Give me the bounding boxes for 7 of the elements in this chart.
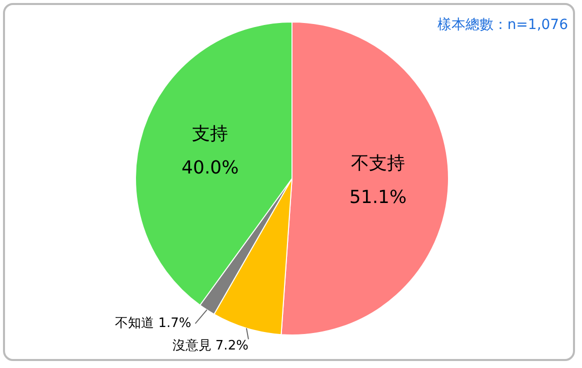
text: 樣本總數：n=1,076 <box>437 16 568 34</box>
data-label: 51.1% <box>349 187 407 208</box>
slice-label: 不知道 1.7% <box>115 316 192 331</box>
data-label: 40.0% <box>182 158 239 179</box>
slice-label: 不支持 <box>351 153 406 174</box>
slice-label: 沒意見 7.2% <box>172 338 248 354</box>
slice-label: 支持 <box>192 124 228 145</box>
